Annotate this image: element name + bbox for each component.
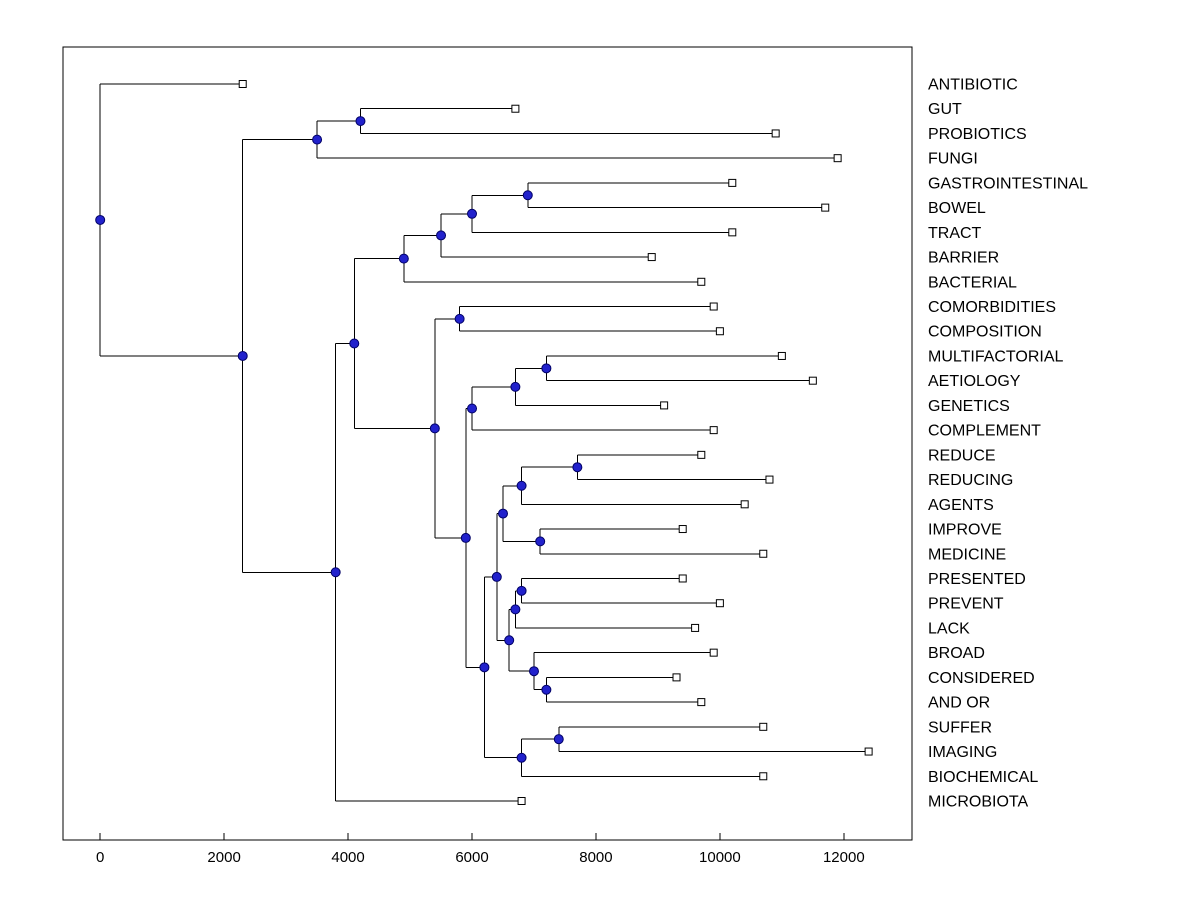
leaf-label: SUFFER bbox=[928, 719, 992, 736]
leaf-label: BOWEL bbox=[928, 200, 986, 217]
node-marker bbox=[460, 532, 471, 543]
leaf-label: FUNGI bbox=[928, 151, 978, 168]
leaf-marker bbox=[771, 129, 780, 138]
leaf-label: AND OR bbox=[928, 695, 990, 712]
leaf-marker bbox=[238, 80, 247, 88]
leaf-label: REDUCING bbox=[928, 472, 1013, 489]
node-marker bbox=[312, 134, 323, 145]
node-marker bbox=[522, 190, 533, 201]
node-marker bbox=[541, 684, 552, 695]
leaf-marker bbox=[759, 722, 768, 731]
leaf-label: CONSIDERED bbox=[928, 670, 1035, 687]
leaf-marker bbox=[759, 772, 768, 781]
leaf-marker bbox=[715, 599, 724, 608]
node-marker bbox=[454, 313, 465, 324]
node-marker bbox=[516, 752, 527, 763]
leaf-label: PROBIOTICS bbox=[928, 126, 1027, 143]
leaf-label: IMPROVE bbox=[928, 522, 1002, 539]
leaf-marker bbox=[709, 426, 718, 435]
leaf-label: AETIOLOGY bbox=[928, 373, 1021, 390]
leaf-marker bbox=[728, 228, 737, 237]
leaf-marker bbox=[821, 203, 830, 212]
node-marker bbox=[510, 381, 521, 392]
leaf-label: COMORBIDITIES bbox=[928, 299, 1056, 316]
leaf-label: IMAGING bbox=[928, 744, 997, 761]
leaf-marker bbox=[759, 549, 768, 558]
node-marker bbox=[355, 116, 366, 127]
leaf-label: BROAD bbox=[928, 645, 985, 662]
leaf-marker bbox=[765, 475, 774, 484]
x-axis-tick-label: 0 bbox=[96, 849, 104, 866]
node-marker bbox=[516, 480, 527, 491]
leaf-marker bbox=[833, 154, 842, 163]
leaf-label: MICROBIOTA bbox=[928, 793, 1028, 810]
leaf-marker bbox=[647, 253, 656, 262]
leaf-marker bbox=[709, 648, 718, 657]
node-marker bbox=[535, 536, 546, 547]
leaf-marker bbox=[740, 500, 749, 509]
node-marker bbox=[237, 350, 248, 361]
leaf-marker bbox=[709, 302, 718, 311]
node-marker bbox=[398, 253, 409, 264]
node-marker bbox=[516, 585, 527, 596]
node-marker bbox=[497, 508, 508, 519]
node-marker bbox=[572, 462, 583, 473]
x-axis-tick-label: 2000 bbox=[207, 849, 240, 866]
leaf-marker bbox=[864, 747, 873, 756]
x-axis-tick-label: 6000 bbox=[455, 849, 488, 866]
leaf-label: GUT bbox=[928, 101, 962, 118]
leaf-marker bbox=[715, 327, 724, 336]
leaf-label: BIOCHEMICAL bbox=[928, 769, 1038, 786]
node-marker bbox=[349, 338, 360, 349]
leaf-marker bbox=[511, 104, 520, 113]
leaf-marker bbox=[660, 401, 669, 410]
node-marker bbox=[429, 423, 440, 434]
x-axis-tick-label: 4000 bbox=[331, 849, 364, 866]
leaf-marker bbox=[678, 574, 687, 583]
leaf-marker bbox=[808, 376, 817, 385]
node-marker bbox=[467, 208, 478, 219]
leaf-label: COMPOSITION bbox=[928, 324, 1042, 341]
leaf-label: GASTROINTESTINAL bbox=[928, 175, 1088, 192]
leaf-label: TRACT bbox=[928, 225, 982, 242]
leaf-marker bbox=[691, 623, 700, 632]
node-marker bbox=[491, 571, 502, 582]
x-axis-tick-label: 10000 bbox=[699, 849, 741, 866]
leaf-marker bbox=[777, 351, 786, 360]
leaf-marker bbox=[678, 525, 687, 534]
leaf-label: ANTIBIOTIC bbox=[928, 77, 1018, 94]
node-marker bbox=[330, 567, 341, 578]
leaf-marker bbox=[672, 673, 681, 682]
leaf-marker bbox=[697, 450, 706, 459]
leaf-marker bbox=[697, 698, 706, 707]
leaf-label: BACTERIAL bbox=[928, 274, 1017, 291]
leaf-label: PRESENTED bbox=[928, 571, 1026, 588]
node-marker bbox=[95, 214, 106, 225]
node-marker bbox=[479, 662, 490, 673]
leaf-label: REDUCE bbox=[928, 447, 996, 464]
leaf-marker bbox=[517, 796, 526, 805]
leaf-label: LACK bbox=[928, 620, 970, 637]
leaf-label: MEDICINE bbox=[928, 546, 1006, 563]
x-axis-tick-label: 8000 bbox=[579, 849, 612, 866]
node-marker bbox=[553, 734, 564, 745]
node-marker bbox=[528, 666, 539, 677]
node-marker bbox=[436, 230, 447, 241]
leaf-label: PREVENT bbox=[928, 596, 1004, 613]
node-marker bbox=[541, 363, 552, 374]
node-marker bbox=[510, 604, 521, 615]
leaf-label: AGENTS bbox=[928, 497, 994, 514]
leaf-label: GENETICS bbox=[928, 398, 1010, 415]
leaf-marker bbox=[728, 178, 737, 187]
node-marker bbox=[504, 635, 515, 646]
node-marker bbox=[467, 403, 478, 414]
leaf-label: MULTIFACTORIAL bbox=[928, 348, 1064, 365]
leaf-label: COMPLEMENT bbox=[928, 423, 1041, 440]
leaf-label: BARRIER bbox=[928, 250, 999, 267]
leaf-marker bbox=[697, 277, 706, 286]
x-axis-tick-label: 12000 bbox=[823, 849, 865, 866]
plot-border bbox=[62, 46, 913, 841]
